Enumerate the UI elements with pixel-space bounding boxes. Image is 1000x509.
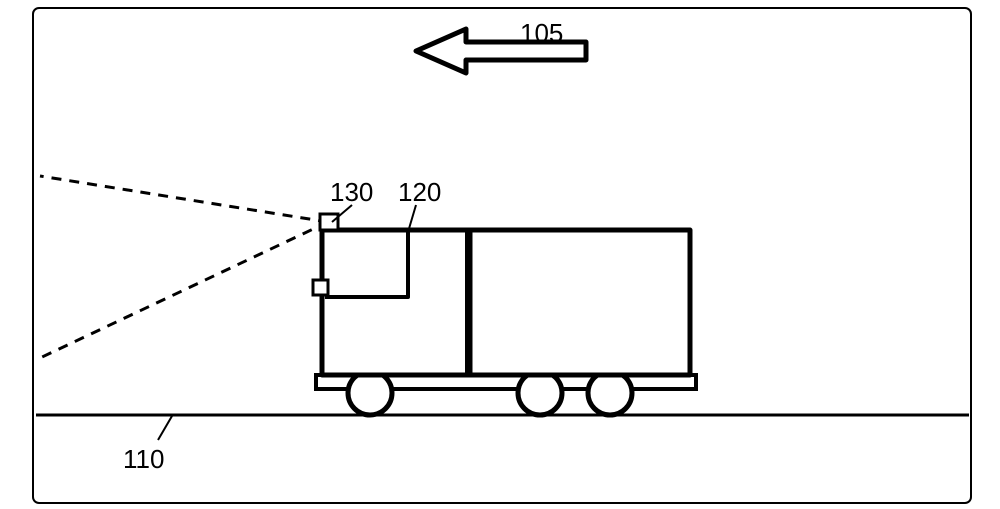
diagram-stage: 105 130 120 100 110 <box>0 0 1000 509</box>
diagram-svg <box>0 0 1000 509</box>
